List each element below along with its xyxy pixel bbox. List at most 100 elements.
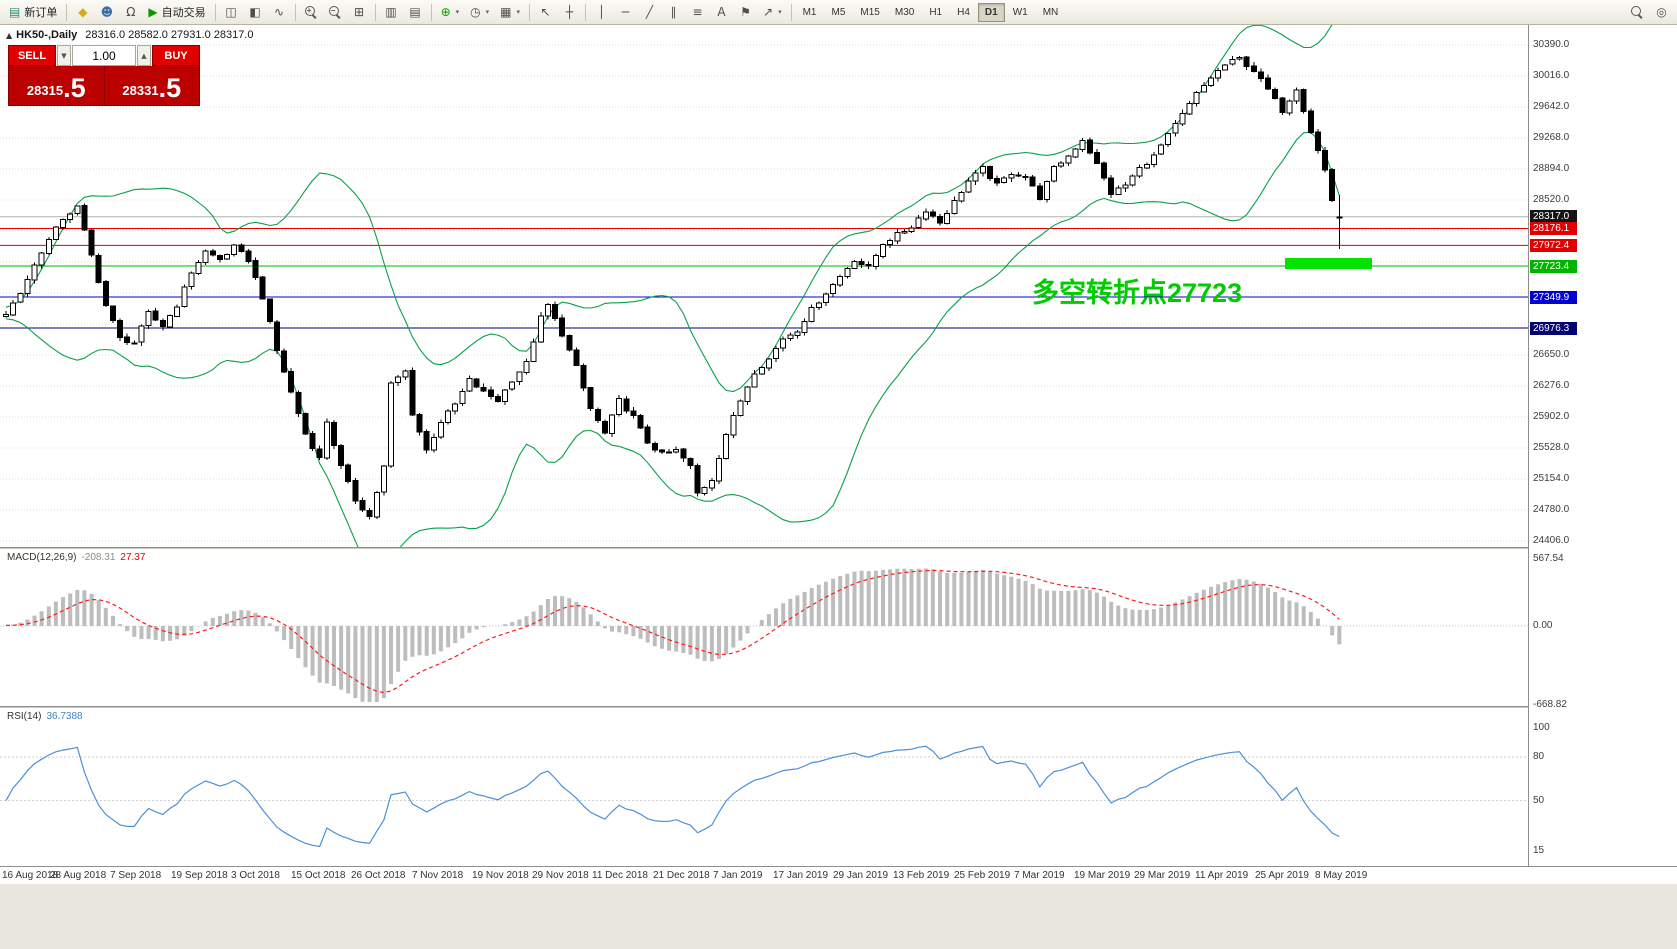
annotation-text[interactable]: 多空转折点27723	[1032, 278, 1243, 308]
rsi-canvas[interactable]	[0, 708, 1528, 866]
macd-canvas[interactable]	[0, 549, 1528, 706]
timeframe-m30-button[interactable]: M30	[888, 3, 921, 22]
macd-signal-line	[5, 569, 1340, 694]
highlight-bar[interactable]	[1285, 258, 1372, 270]
market-watch-icon: ◆	[78, 5, 88, 19]
arrows-tool-button[interactable]: ↗ ▾	[758, 2, 787, 23]
price-axis[interactable]: 30390.0 30016.0 29642.0 29268.0 28894.0 28520…	[1529, 25, 1677, 866]
timeframe-w1-button[interactable]: W1	[1006, 3, 1035, 22]
community-icon: ◎	[1656, 5, 1667, 19]
axis-border	[1528, 25, 1529, 866]
price-level-badge: 27723.4	[1530, 259, 1577, 273]
community-button[interactable]: ◎	[1650, 2, 1673, 23]
panel-splitter[interactable]	[0, 706, 1677, 708]
symbol-name: HK50-,Daily	[16, 29, 78, 41]
timeframe-mn-button[interactable]: MN	[1036, 3, 1066, 22]
label-tool-button[interactable]: ⚑	[734, 2, 757, 23]
zoom-out-button[interactable]: −	[324, 2, 347, 23]
rsi-axis-label: 15	[1533, 845, 1545, 857]
search-button[interactable]	[1626, 2, 1649, 23]
date-axis-label: 17 Jan 2019	[773, 870, 829, 881]
price-axis-label: 25902.0	[1533, 411, 1570, 422]
volume-down-button[interactable]: ▼	[57, 45, 71, 66]
tile-windows-button[interactable]: ▥	[380, 2, 403, 23]
zoom-in-icon: +	[304, 5, 318, 19]
channel-button[interactable]: ∥	[662, 2, 685, 23]
date-axis-label: 7 Mar 2019	[1014, 870, 1065, 881]
grid-button[interactable]: ⊞	[348, 2, 371, 23]
line-chart-icon: ∿	[274, 5, 285, 19]
add-indicator-icon: ⊕	[440, 5, 451, 19]
timeframe-h1-button[interactable]: H1	[922, 3, 949, 22]
price-axis-label: 30390.0	[1533, 39, 1570, 50]
tile-horizontal-icon: ▥	[385, 5, 397, 19]
symbol-info: ▲ HK50-,Daily 28316.0 28582.0 27931.0 2831…	[6, 29, 254, 41]
macd-name: MACD(12,26,9)	[7, 552, 77, 563]
macd-axis-label: 0.00	[1533, 620, 1553, 631]
date-axis-label: 7 Nov 2018	[412, 870, 464, 881]
template-button[interactable]: ▦ ▾	[495, 2, 525, 23]
toolbar-separator	[430, 3, 432, 21]
price-level-badge: 27349.9	[1530, 290, 1577, 304]
text-tool-button[interactable]: A	[710, 2, 733, 23]
volume-up-button[interactable]: ▲	[137, 45, 151, 66]
fibonacci-button[interactable]: ≡	[686, 2, 709, 23]
date-axis-label: 28 Aug 2018	[50, 870, 107, 881]
horizontal-line-button[interactable]: ─	[614, 2, 637, 23]
cascade-windows-button[interactable]: ▤	[404, 2, 427, 23]
price-axis-label: 28520.0	[1533, 194, 1570, 205]
new-order-button[interactable]: ▤ 新订单	[4, 2, 62, 23]
toolbar-separator	[374, 3, 376, 21]
buy-button[interactable]: BUY	[152, 45, 200, 66]
profile-button[interactable]: ☻	[95, 2, 118, 23]
rsi-axis-label: 50	[1533, 794, 1545, 806]
panel-splitter[interactable]	[0, 547, 1677, 549]
rsi-axis-label: 100	[1533, 722, 1550, 733]
candlestick-button[interactable]: ◧	[244, 2, 267, 23]
date-axis-label: 11 Dec 2018	[592, 870, 648, 881]
main-chart-canvas[interactable]	[0, 25, 1528, 547]
timeframe-h4-button[interactable]: H4	[950, 3, 977, 22]
crosshair-button[interactable]: ┼	[558, 2, 581, 23]
support-button[interactable]: Ω	[119, 2, 142, 23]
support-icon: Ω	[126, 5, 136, 19]
date-axis-label: 19 Mar 2019	[1074, 870, 1131, 881]
profile-icon: ☻	[100, 5, 114, 19]
date-axis-label: 21 Dec 2018	[653, 870, 710, 881]
timeframe-m5-button[interactable]: M5	[825, 3, 853, 22]
price-axis-label: 29268.0	[1533, 132, 1570, 143]
period-button[interactable]: ◷ ▾	[465, 2, 494, 23]
timeframe-d1-button[interactable]: D1	[977, 2, 1005, 22]
line-chart-button[interactable]: ∿	[268, 2, 291, 23]
date-axis-label: 26 Oct 2018	[351, 870, 406, 881]
rsi-axis-label: 80	[1533, 751, 1545, 762]
chart-panel[interactable]: ▲ HK50-,Daily 28316.0 28582.0 27931.0 2831…	[0, 25, 1677, 884]
market-watch-button[interactable]: ◆	[71, 2, 94, 23]
cursor-button[interactable]: ↖	[534, 2, 557, 23]
time-axis[interactable]: 16 Aug 2018 28 Aug 2018 7 Sep 2018 19 Sep 2…	[0, 866, 1677, 884]
sell-price[interactable]: 28315.5	[9, 66, 104, 105]
toolbar-separator	[66, 3, 68, 21]
zoom-in-button[interactable]: +	[300, 2, 323, 23]
price-axis-label: 24780.0	[1533, 504, 1570, 515]
timeframe-m15-button[interactable]: M15	[853, 3, 886, 22]
buy-price[interactable]: 28331.5	[104, 66, 199, 105]
volume-input[interactable]	[72, 45, 136, 66]
date-axis-label: 19 Nov 2018	[472, 870, 529, 881]
collapse-icon[interactable]: ▲	[6, 31, 13, 40]
date-axis-label: 11 Apr 2019	[1195, 870, 1249, 881]
add-indicator-button[interactable]: ⊕ ▾	[436, 2, 465, 23]
chevron-down-icon: ▾	[778, 8, 782, 16]
price-axis-label: 25528.0	[1533, 442, 1570, 453]
bar-chart-button[interactable]: ◫	[220, 2, 243, 23]
trendline-button[interactable]: ╱	[638, 2, 661, 23]
buy-price-frac: .5	[158, 73, 182, 103]
vertical-line-button[interactable]: │	[590, 2, 613, 23]
sell-button[interactable]: SELL	[8, 45, 56, 66]
autotrading-button[interactable]: ▶ 自动交易	[143, 2, 210, 23]
rsi-value: 36.7388	[46, 711, 83, 722]
macd-axis-label: 567.54	[1533, 553, 1564, 565]
timeframe-m1-button[interactable]: M1	[796, 3, 824, 22]
price-axis-label: 29642.0	[1533, 101, 1570, 112]
trade-controls-row: SELL ▼ ▲ BUY	[8, 45, 200, 66]
